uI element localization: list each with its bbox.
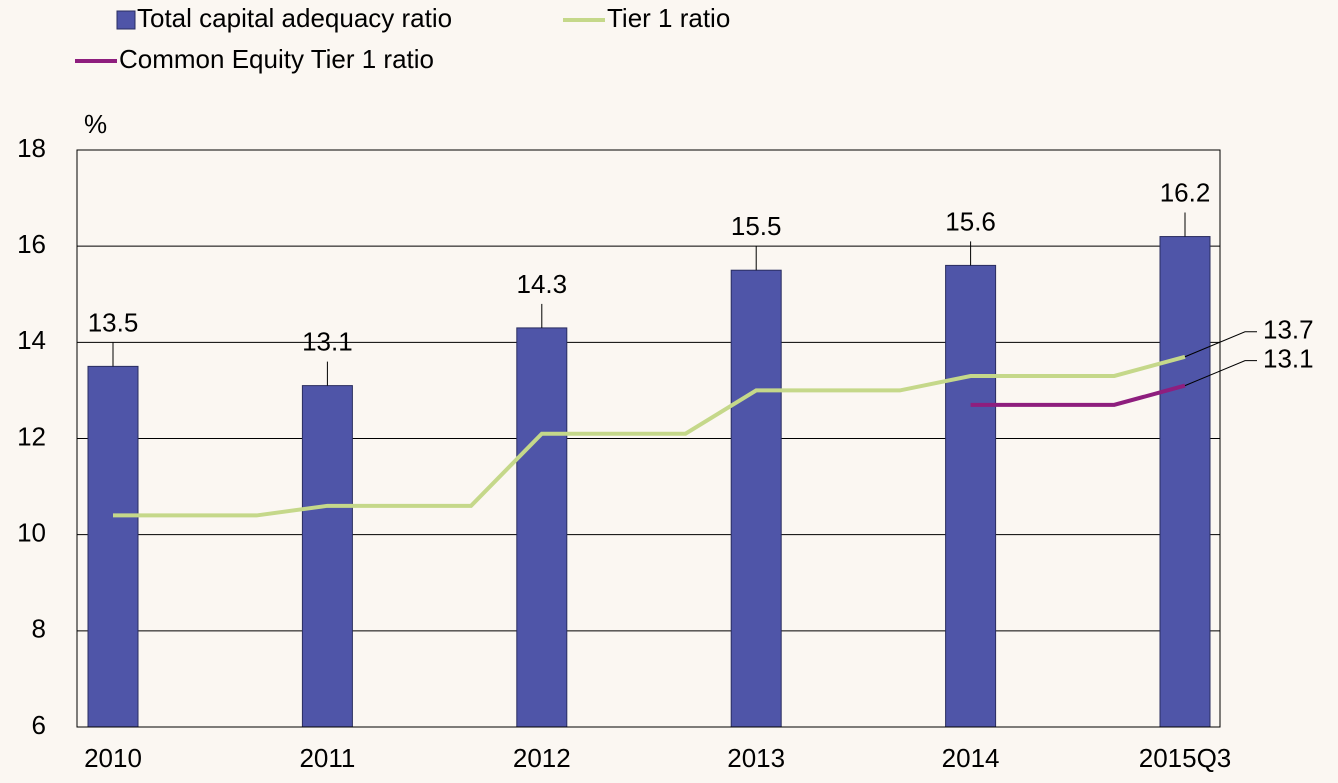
line-series (970, 383, 1186, 407)
bar (516, 327, 568, 728)
x-tick-label: 2011 (299, 743, 355, 773)
value-label: 13.1 (302, 326, 353, 356)
y-tick-label: 10 (17, 518, 46, 548)
y-tick-label: 14 (17, 325, 46, 355)
value-label: 15.6 (945, 206, 996, 236)
label-leader (1184, 360, 1257, 387)
y-tick-label: 18 (17, 133, 46, 163)
x-tick-label: 2015Q3 (1139, 743, 1232, 773)
value-label: 13.5 (88, 307, 139, 337)
bar (945, 264, 997, 728)
x-tick-label: 2013 (727, 743, 785, 773)
x-tick-label: 2012 (513, 743, 571, 773)
legend-label: Tier 1 ratio (607, 3, 730, 33)
legend-swatch (116, 10, 136, 30)
y-tick-label: 12 (17, 421, 46, 451)
value-label: 15.5 (731, 211, 782, 241)
bar (1159, 236, 1211, 728)
y-tick-label: 8 (32, 614, 46, 644)
value-label: 16.2 (1160, 177, 1211, 207)
legend-label: Common Equity Tier 1 ratio (119, 44, 434, 74)
x-tick-label: 2014 (942, 743, 1000, 773)
value-label: 13.7 (1263, 315, 1314, 345)
value-label: 14.3 (516, 269, 567, 299)
legend-label: Total capital adequacy ratio (137, 3, 452, 33)
bar (87, 365, 139, 728)
y-tick-label: 6 (32, 710, 46, 740)
plot-border (76, 149, 1221, 728)
label-leader (1184, 331, 1257, 358)
value-label: 13.1 (1263, 343, 1314, 373)
x-tick-label: 2010 (84, 743, 142, 773)
bar (730, 269, 782, 728)
y-unit: % (84, 109, 107, 139)
y-tick-label: 16 (17, 229, 46, 259)
line-series (113, 354, 1186, 518)
bar (301, 385, 353, 728)
